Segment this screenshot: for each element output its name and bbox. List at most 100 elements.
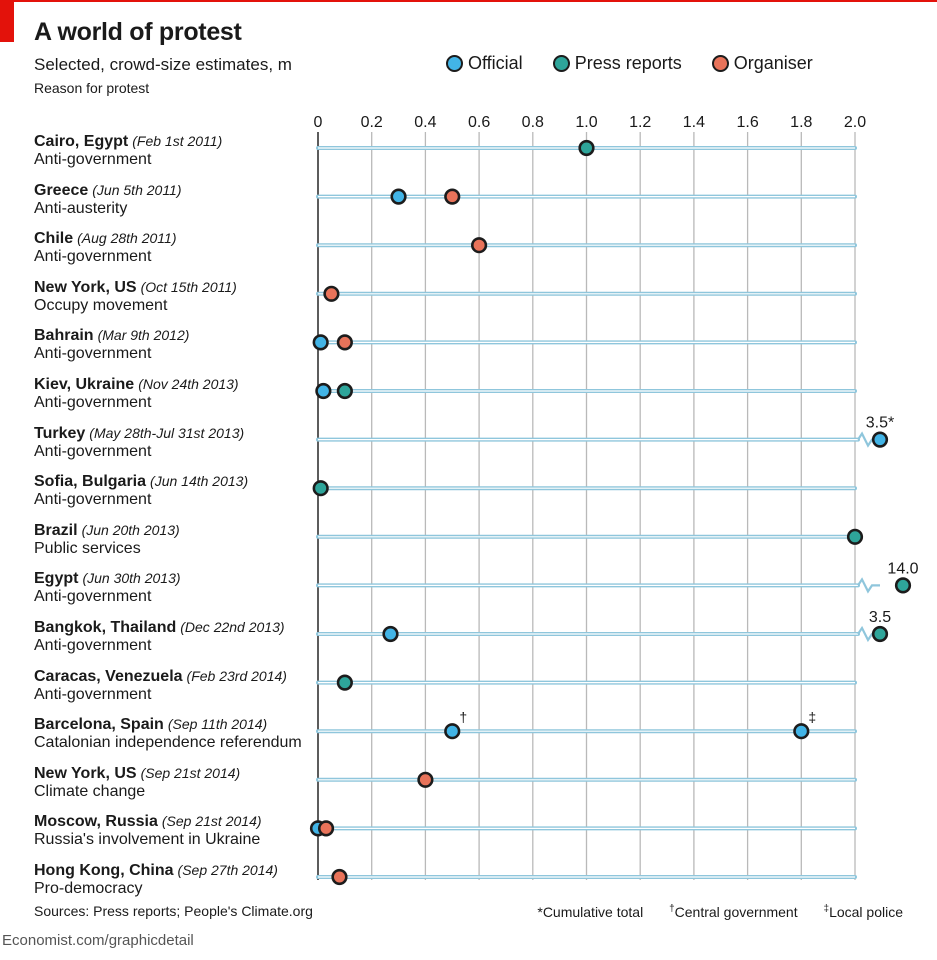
data-point — [871, 431, 889, 448]
footnote-local: ‡Local police — [823, 903, 904, 920]
row-reason: Anti-government — [34, 685, 152, 703]
row-date: (Jun 30th 2013) — [82, 570, 181, 587]
row-place: Egypt — [34, 570, 79, 588]
data-point — [312, 334, 329, 351]
row-date: (Mar 9th 2012) — [97, 327, 190, 344]
row-reason: Anti-government — [34, 442, 152, 460]
row-reason: Anti-government — [34, 491, 152, 509]
footnote-central: †Central government — [669, 903, 798, 920]
row-place: Sofia, Bulgaria — [34, 473, 147, 491]
row-reason: Anti-government — [34, 394, 152, 411]
data-label: 14.0 — [887, 560, 918, 577]
row-reason: Climate change — [34, 782, 146, 800]
row-reason: Anti-government — [34, 345, 152, 363]
row-date: (Dec 22nd 2013) — [180, 619, 285, 635]
row-date: (Feb 1st 2011) — [132, 133, 223, 149]
row-label: Sofia, Bulgaria (Jun 14th 2013) Anti-gover… — [34, 472, 248, 509]
row-place: Bangkok, Thailand — [34, 619, 177, 636]
row-label: Cairo, Egypt (Feb 1st 2011) Anti-governmen… — [34, 132, 222, 169]
legend-item-organiser: Organiser — [711, 53, 813, 74]
row-place: Brazil — [34, 521, 78, 539]
legend-label-official: Official — [468, 53, 523, 73]
row-date: (Oct 15th 2011) — [140, 278, 237, 295]
chart-title: A world of protest — [34, 18, 242, 46]
top-rule — [0, 0, 937, 2]
row-date: (Sep 11th 2014) — [167, 716, 268, 733]
data-label: 3.5 — [869, 609, 891, 626]
row-label: Egypt (Jun 30th 2013) Anti-government — [34, 569, 181, 606]
row-place: Turkey — [34, 424, 86, 442]
row-label: Turkey (May 28th-Jul 31st 2013) Anti-gover… — [34, 424, 244, 461]
row-place: Kiev, Ukraine — [34, 376, 135, 393]
data-point — [390, 188, 407, 205]
data-point — [312, 480, 329, 497]
sources-note: Sources: Press reports; People's Climate… — [34, 903, 313, 919]
x-tick-label: 2.0 — [844, 114, 866, 131]
row-place: Bahrain — [34, 327, 94, 345]
row-reason: Catalonian independence referendum — [34, 734, 302, 752]
x-tick-label: 1.2 — [629, 114, 651, 131]
row-date: (Jun 14th 2013) — [150, 473, 249, 490]
row-date: (May 28th-Jul 31st 2013) — [89, 424, 245, 441]
row-label: Barcelona, Spain (Sep 11th 2014) Catalonia… — [34, 715, 302, 752]
data-label: 3.5* — [866, 415, 894, 432]
legend-marker-organiser — [711, 55, 729, 72]
row-date: (Feb 23rd 2014) — [186, 667, 287, 684]
row-reason: Anti-government — [34, 151, 152, 168]
data-label: ‡ — [808, 709, 816, 725]
data-point — [336, 674, 353, 691]
data-point — [444, 723, 461, 740]
row-label: Chile (Aug 28th 2011) Anti-government — [34, 229, 177, 266]
row-label: Kiev, Ukraine (Nov 24th 2013) Anti-governm… — [34, 375, 239, 412]
data-point — [871, 625, 889, 643]
row-date: (Sep 27th 2014) — [177, 862, 278, 878]
reason-label: Reason for protest — [34, 80, 150, 96]
x-tick-label: 0.6 — [468, 114, 490, 131]
row-reason: Anti-government — [34, 637, 152, 654]
x-tick-label: 1.4 — [683, 114, 705, 131]
data-point — [323, 285, 340, 302]
row-date: (Jun 20th 2013) — [81, 521, 180, 538]
data-point — [846, 528, 864, 545]
row-label: Hong Kong, China (Sep 27th 2014) Pro-democ… — [34, 861, 278, 898]
row-label: Caracas, Venezuela (Feb 23rd 2014) Anti-go… — [34, 667, 287, 704]
data-point — [331, 868, 348, 886]
x-tick-label: 0.8 — [522, 114, 544, 131]
row-date: (Sep 21st 2014) — [140, 764, 241, 781]
source-credit: Economist.com/graphicdetail — [2, 932, 194, 949]
row-reason: Anti-government — [34, 248, 152, 266]
data-point — [317, 820, 335, 837]
data-point — [315, 382, 332, 400]
row-reason: Pro-democracy — [34, 880, 143, 897]
legend-label-press: Press reports — [574, 53, 682, 73]
row-label: Bangkok, Thailand (Dec 22nd 2013) Anti-gov… — [34, 618, 285, 655]
row-place: Moscow, Russia — [34, 813, 158, 831]
legend-label-organiser: Organiser — [733, 53, 813, 73]
legend-marker-press — [552, 55, 570, 72]
x-tick-label: 0.4 — [414, 114, 436, 131]
brand-tag — [0, 0, 14, 42]
data-point — [336, 382, 353, 400]
row-reason: Public services — [34, 539, 141, 557]
data-point — [417, 771, 434, 788]
row-place: Caracas, Venezuela — [34, 667, 183, 685]
row-date: (Nov 24th 2013) — [138, 376, 239, 392]
data-point — [471, 237, 488, 254]
legend-item-press: Press reports — [552, 53, 682, 74]
data-point — [578, 139, 595, 157]
data-point — [444, 188, 461, 205]
row-place: Cairo, Egypt — [34, 133, 129, 150]
footnotes: *Cumulative total †Central government ‡L… — [515, 903, 903, 920]
row-reason: Anti-austerity — [34, 199, 128, 217]
row-reason: Anti-government — [34, 588, 152, 606]
chart-subtitle: Selected, crowd-size estimates, m — [34, 55, 292, 74]
row-label: Moscow, Russia (Sep 21st 2014) Russia's in… — [34, 812, 262, 849]
row-place: Greece — [34, 181, 89, 199]
data-point — [793, 723, 810, 740]
row-label: New York, US (Sep 21st 2014) Climate chang… — [34, 764, 240, 801]
footnote-cumulative: *Cumulative total — [537, 903, 644, 920]
x-tick-label: 1.6 — [736, 114, 758, 131]
legend: Official Press reports Organiser — [446, 53, 843, 74]
x-tick-label: 0.2 — [361, 114, 383, 131]
